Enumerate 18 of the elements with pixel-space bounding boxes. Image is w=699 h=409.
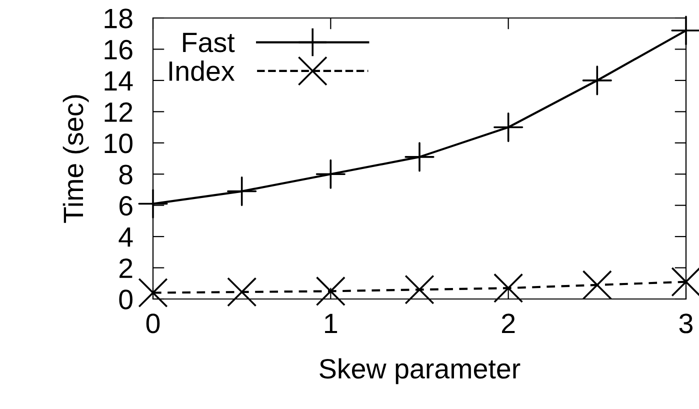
y-tick-label: 0 — [119, 290, 132, 310]
x-tick-label: 0 — [146, 314, 160, 334]
y-axis-title: Time (sec) — [62, 95, 89, 223]
y-tick-label: 18 — [104, 8, 132, 28]
y-tick-label: 12 — [104, 102, 132, 122]
y-tick-label: 2 — [120, 258, 132, 278]
x-tick-label: 2 — [502, 314, 515, 334]
y-tick-label: 16 — [104, 40, 132, 60]
y-tick-label: 10 — [104, 134, 132, 154]
y-tick-label: 14 — [104, 71, 133, 91]
legend-label: Fast — [183, 32, 235, 52]
y-tick-label: 6 — [120, 196, 132, 216]
x-tick-label: 3 — [679, 314, 693, 334]
x-tick-label: 1 — [325, 314, 338, 334]
y-tick-label: 4 — [118, 228, 133, 247]
y-tick-label: 8 — [119, 164, 132, 184]
x-axis-title: Skew parameter — [320, 358, 520, 384]
legend-label: Index — [169, 60, 235, 81]
